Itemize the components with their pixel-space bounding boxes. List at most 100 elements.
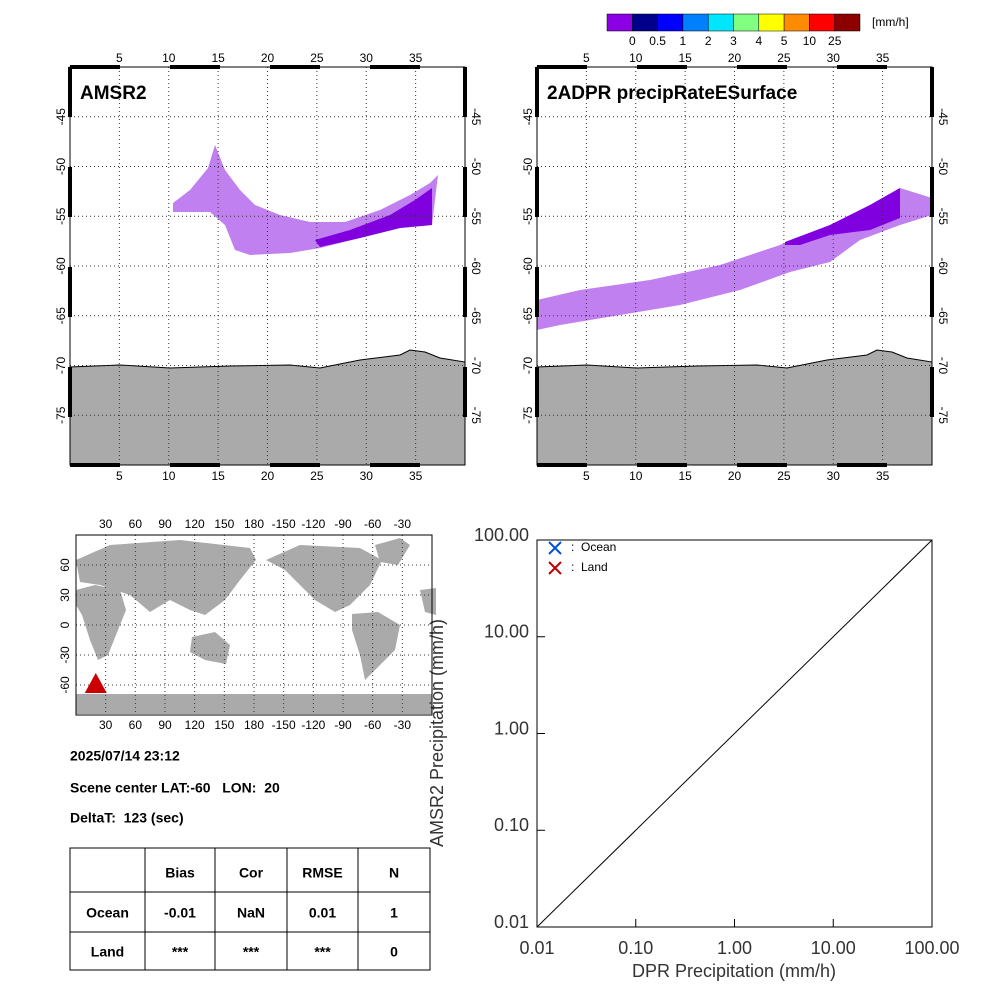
- lat-tick-label: 0: [58, 621, 72, 628]
- lon-tick-label: 30: [360, 469, 374, 483]
- lat-tick-label: -70: [469, 357, 483, 375]
- table-header: Cor: [239, 865, 264, 881]
- lat-tick-label: -60: [521, 257, 535, 275]
- lon-tick-label: 10: [629, 469, 643, 483]
- colorbar-label: 25: [828, 34, 842, 48]
- lon-tick-label: 30: [827, 469, 841, 483]
- lon-tick-label: 25: [310, 469, 324, 483]
- lon-tick-label: -120: [301, 517, 325, 531]
- x-tick-label: 100.00: [904, 938, 959, 958]
- lon-tick-label: 15: [211, 51, 225, 65]
- lat-tick-label: 60: [58, 558, 72, 572]
- lon-tick-label: 25: [777, 469, 791, 483]
- table-cell: 0: [390, 944, 398, 960]
- legend-label: Ocean: [581, 540, 616, 554]
- lon-tick-label: 90: [158, 517, 172, 531]
- lat-tick-label: -60: [469, 257, 483, 275]
- lat-tick-label: 30: [58, 588, 72, 602]
- lat-tick-label: -75: [469, 407, 483, 425]
- y-tick-label: 0.10: [494, 815, 529, 835]
- lat-tick-label: -45: [936, 108, 950, 126]
- lon-tick-label: 30: [99, 718, 113, 732]
- lat-tick-label: -55: [54, 207, 68, 225]
- legend-marker: [548, 561, 562, 575]
- lon-tick-label: 5: [116, 469, 123, 483]
- table-cell: NaN: [237, 905, 265, 921]
- lat-tick-label: -60: [54, 257, 68, 275]
- lon-tick-label: 15: [211, 469, 225, 483]
- world-frame: [75, 534, 433, 716]
- colorbar-cell: [632, 13, 658, 32]
- lat-tick-label: -45: [469, 108, 483, 126]
- colorbar-cell: [733, 13, 760, 32]
- lon-tick-label: 120: [185, 517, 205, 531]
- colorbar-cell: [834, 13, 861, 32]
- x-axis-label: DPR Precipitation (mm/h): [632, 961, 836, 981]
- lon-tick-label: 20: [261, 51, 275, 65]
- lon-tick-label: 10: [629, 51, 643, 65]
- lon-tick-label: 25: [310, 51, 324, 65]
- colorbar-cell: [657, 13, 684, 32]
- lon-tick-label: -30: [394, 517, 412, 531]
- datetime: 2025/07/14 23:12: [70, 748, 180, 764]
- lon-tick-label: 5: [583, 51, 590, 65]
- one-to-one-line: [536, 539, 933, 928]
- lon-tick-label: 35: [409, 51, 423, 65]
- table-header: RMSE: [302, 865, 342, 881]
- lat-tick-label: -75: [936, 407, 950, 425]
- lat-tick-label: -70: [936, 357, 950, 375]
- lon-tick-label: 90: [158, 718, 172, 732]
- colorbar-cell: [809, 13, 835, 32]
- lat-tick-label: -55: [521, 207, 535, 225]
- lon-tick-label: 35: [876, 51, 890, 65]
- table-cell: 1: [390, 905, 398, 921]
- lon-tick-label: 35: [876, 469, 890, 483]
- colorbar-cell: [783, 13, 810, 32]
- x-tick-label: 0.10: [618, 938, 653, 958]
- lon-tick-label: -90: [334, 517, 352, 531]
- lat-tick-label: -65: [469, 307, 483, 325]
- swath-dark: [315, 188, 432, 247]
- lon-tick-label: -90: [334, 718, 352, 732]
- colorbar-cell: [682, 13, 709, 32]
- lat-tick-label: -75: [521, 406, 535, 424]
- legend-label: Land: [581, 560, 608, 574]
- lon-tick-label: 30: [360, 51, 374, 65]
- scene-center: Scene center LAT:-60 LON: 20: [70, 780, 280, 796]
- lon-tick-label: 150: [214, 517, 234, 531]
- lat-tick-label: -50: [521, 158, 535, 176]
- lon-tick-label: 25: [777, 51, 791, 65]
- colorbar-label: 2: [705, 34, 712, 48]
- lon-tick-label: 10: [162, 469, 176, 483]
- colorbar-cell: [758, 13, 785, 32]
- colorbar-cell: [707, 13, 734, 32]
- lon-tick-label: 10: [162, 51, 176, 65]
- lon-tick-label: 60: [129, 718, 143, 732]
- colorbar-label: 0: [629, 34, 636, 48]
- map-title: AMSR2: [80, 83, 147, 104]
- lon-tick-label: 180: [244, 718, 264, 732]
- lat-tick-label: -65: [936, 307, 950, 325]
- table-cell: ***: [172, 944, 189, 960]
- lon-tick-label: -60: [364, 718, 382, 732]
- y-tick-label: 0.01: [494, 912, 529, 932]
- lon-tick-label: 15: [678, 469, 692, 483]
- legend-colon: :: [571, 540, 574, 554]
- world-land: [76, 538, 436, 714]
- lat-tick-label: -60: [58, 676, 72, 694]
- lon-tick-label: -120: [301, 718, 325, 732]
- lat-tick-label: -50: [54, 158, 68, 176]
- y-axis-label: AMSR2 Precipitation (mm/h): [427, 619, 447, 847]
- lon-tick-label: 20: [261, 469, 275, 483]
- map-frame: [69, 66, 466, 466]
- lat-tick-label: -55: [469, 208, 483, 226]
- lon-tick-label: 35: [409, 469, 423, 483]
- row-label: Land: [91, 944, 124, 960]
- colorbar-label: 1: [680, 34, 687, 48]
- lon-tick-label: -150: [272, 517, 296, 531]
- map-title: 2ADPR precipRateESurface: [547, 83, 797, 104]
- table-header: Bias: [165, 865, 195, 881]
- scene-marker: [84, 673, 107, 693]
- lon-tick-label: 20: [728, 469, 742, 483]
